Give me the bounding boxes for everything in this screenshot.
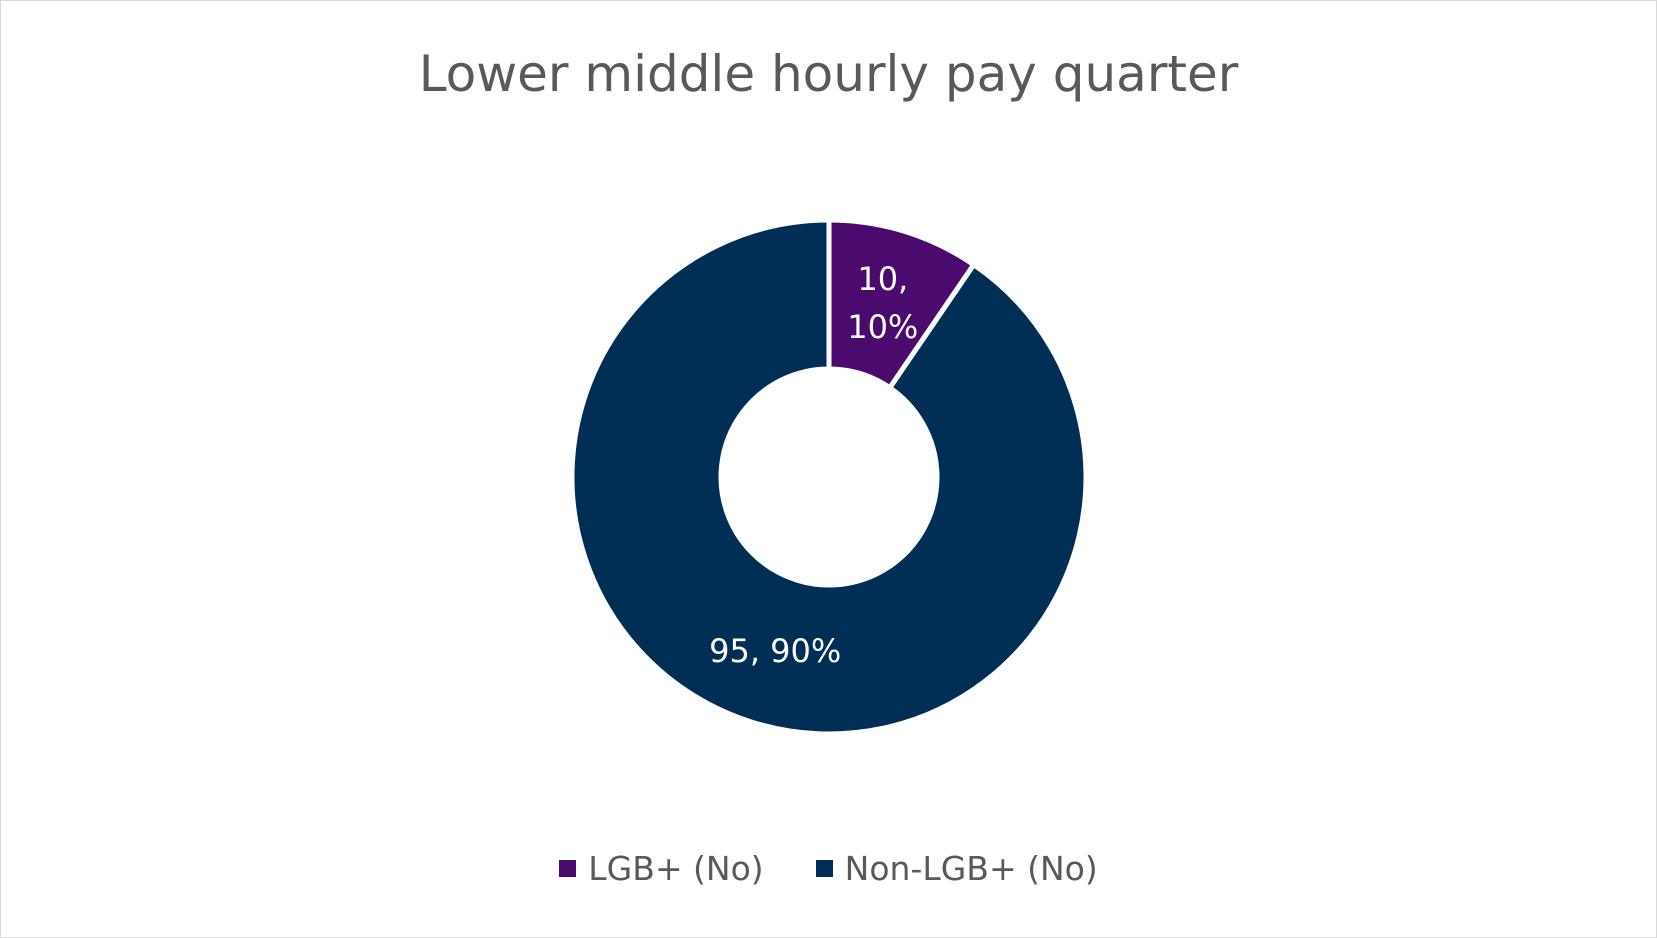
data-label: 10, 10% xyxy=(847,259,919,346)
chart-title: Lower middle hourly pay quarter xyxy=(418,45,1239,103)
legend-item: Non-LGB+ (No) xyxy=(815,849,1098,888)
data-label: 95, 90% xyxy=(709,632,842,671)
legend-swatch xyxy=(559,860,577,877)
donut-slice xyxy=(569,217,1089,737)
legend-item: LGB+ (No) xyxy=(559,849,764,888)
legend-label: LGB+ (No) xyxy=(588,849,764,888)
legend-label: Non-LGB+ (No) xyxy=(844,849,1098,888)
legend: LGB+ (No) Non-LGB+ (No) xyxy=(1,849,1656,888)
legend-swatch xyxy=(815,860,833,877)
